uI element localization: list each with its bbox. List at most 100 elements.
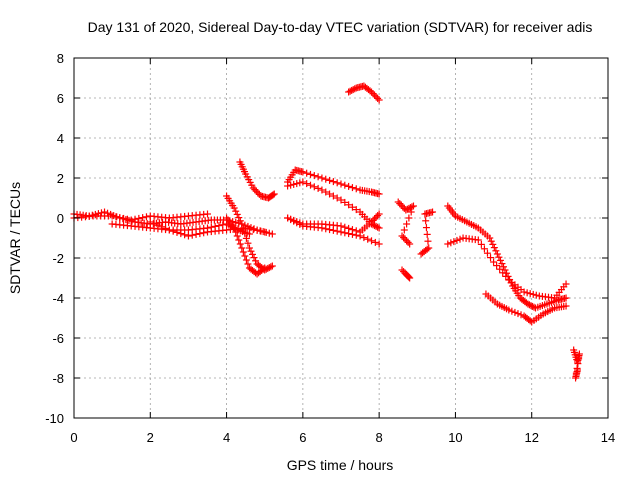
chart-title: Day 131 of 2020, Sidereal Day-to-day VTE… [88, 19, 593, 35]
data-point [520, 288, 528, 296]
data-point [314, 184, 322, 192]
data-point [403, 205, 411, 213]
data-point [406, 240, 414, 248]
y-tick-label: -10 [45, 411, 64, 426]
data-point [514, 310, 522, 318]
data-point [88, 211, 96, 219]
data-point [368, 218, 376, 226]
data-point [495, 253, 503, 261]
data-point [241, 252, 249, 260]
series-arc-2 [70, 210, 211, 224]
series-arc-17 [444, 234, 570, 302]
data-point [371, 91, 379, 99]
x-tick-label: 10 [448, 430, 462, 445]
data-point [453, 236, 461, 244]
data-point [345, 182, 353, 190]
data-point [352, 227, 360, 235]
data-point [528, 302, 536, 310]
y-tick-label: -6 [52, 331, 64, 346]
data-point [135, 214, 143, 222]
data-point [487, 237, 495, 245]
data-point [251, 186, 259, 194]
data-point [196, 230, 204, 238]
data-point [368, 88, 376, 96]
data-point [173, 228, 181, 236]
data-point [287, 181, 295, 189]
data-point [345, 88, 353, 96]
y-axis-label: SDTVAR / TECUs [7, 182, 23, 294]
data-point [372, 213, 380, 221]
data-point [329, 178, 337, 186]
plot-frame [73, 57, 609, 419]
data-point [505, 306, 513, 314]
data-point [265, 229, 273, 237]
data-point [375, 224, 383, 232]
x-tick-label: 6 [299, 430, 306, 445]
y-tick-label: 0 [57, 211, 64, 226]
series-arc-4 [146, 218, 269, 240]
data-point [290, 216, 298, 224]
data-point [508, 307, 516, 315]
data-point [496, 265, 504, 273]
data-point [158, 223, 166, 231]
data-point [524, 300, 532, 308]
data-point [526, 290, 534, 298]
x-tick-label: 4 [223, 430, 230, 445]
data-point [486, 234, 494, 242]
data-point [310, 183, 318, 191]
data-point [268, 230, 276, 238]
data-point [405, 204, 413, 212]
data-point [329, 192, 337, 200]
series-arc-11 [284, 210, 383, 236]
data-point [499, 263, 507, 271]
data-point [403, 271, 411, 279]
data-point [492, 247, 500, 255]
data-point [407, 208, 415, 216]
data-point [517, 311, 525, 319]
data-point [499, 269, 507, 277]
data-point [192, 230, 200, 238]
data-point [403, 237, 411, 245]
data-point [181, 231, 189, 239]
data-point [236, 240, 244, 248]
series-arc-12 [345, 82, 383, 104]
data-point [371, 222, 379, 230]
data-points [70, 82, 583, 382]
data-point [405, 214, 413, 222]
data-point [489, 240, 497, 248]
data-point [233, 210, 241, 218]
data-point [318, 174, 326, 182]
data-point [244, 260, 252, 268]
series-arc-8 [284, 166, 383, 198]
data-point [341, 223, 349, 231]
data-point [169, 227, 177, 235]
data-point [573, 366, 581, 374]
data-point [233, 232, 241, 240]
data-point [333, 179, 341, 187]
data-point [200, 229, 208, 237]
data-point [253, 226, 261, 234]
x-tick-label: 8 [376, 430, 383, 445]
data-point [259, 265, 267, 273]
data-point [348, 86, 356, 94]
data-point [139, 214, 147, 222]
data-point [269, 191, 277, 199]
data-point [402, 270, 410, 278]
data-point [184, 232, 192, 240]
data-point [493, 262, 501, 270]
data-point [247, 247, 255, 255]
series-arc-7 [236, 158, 278, 202]
data-point [502, 272, 510, 280]
data-point [374, 94, 382, 102]
data-point [303, 169, 311, 177]
data-point [348, 184, 356, 192]
data-point [360, 234, 368, 242]
data-point [403, 272, 411, 280]
x-tick-label: 0 [70, 430, 77, 445]
data-point [150, 220, 158, 228]
data-point [245, 225, 253, 233]
data-point [490, 258, 498, 266]
data-point [562, 302, 570, 310]
data-point [562, 294, 570, 302]
data-point [523, 289, 531, 297]
